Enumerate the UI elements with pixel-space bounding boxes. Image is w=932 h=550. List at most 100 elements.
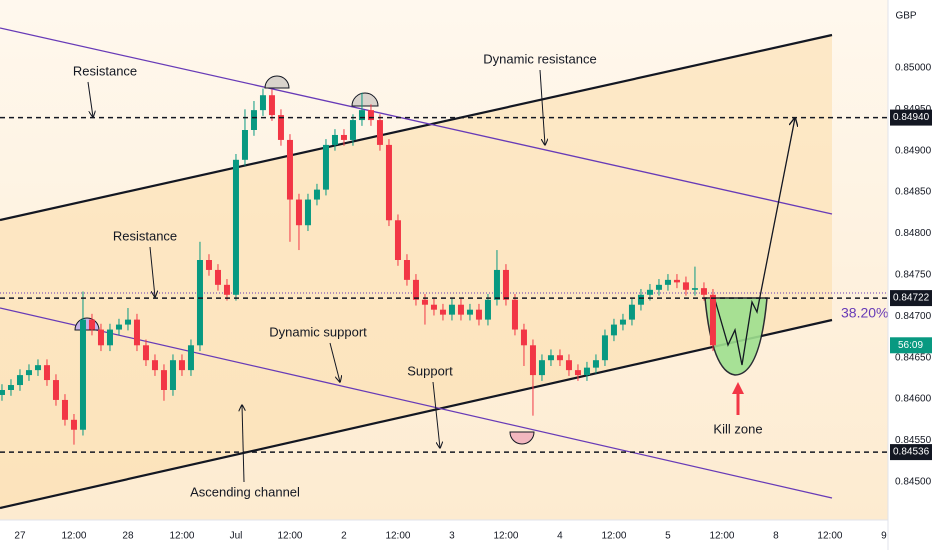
candle-body bbox=[376, 120, 383, 145]
candle-body bbox=[187, 345, 194, 371]
candle-body bbox=[547, 355, 554, 361]
candle-body bbox=[79, 319, 86, 430]
candle-body bbox=[394, 220, 401, 260]
candle-body bbox=[556, 355, 563, 361]
candle-body bbox=[646, 289, 653, 295]
y-tick-label: 0.85000 bbox=[895, 63, 932, 74]
channel-fill bbox=[0, 35, 832, 508]
level-box bbox=[890, 444, 932, 461]
candle-body bbox=[16, 375, 23, 386]
candle-body bbox=[115, 324, 122, 330]
candle-body bbox=[88, 319, 95, 330]
y-tick-label: 0.84800 bbox=[895, 228, 932, 239]
candle-body bbox=[466, 309, 473, 315]
candle-body bbox=[205, 260, 212, 270]
y-tick-label: 0.84650 bbox=[895, 352, 932, 363]
arrow bbox=[149, 246, 155, 297]
candle-body bbox=[493, 269, 500, 300]
candle-body bbox=[430, 304, 437, 310]
annotation: Dynamic support bbox=[269, 324, 367, 339]
candle-body bbox=[619, 319, 626, 325]
candle-body bbox=[349, 120, 356, 140]
y-tick-label: 0.84500 bbox=[895, 477, 932, 488]
x-tick-label: 12:00 bbox=[169, 531, 194, 542]
candle-body bbox=[61, 399, 68, 420]
y-tick-label: 0.84900 bbox=[895, 145, 932, 156]
candle-body bbox=[124, 319, 131, 325]
arrow bbox=[329, 342, 340, 382]
touch bbox=[509, 431, 535, 445]
candle-body bbox=[358, 110, 365, 121]
fib-label: 38.20% bbox=[841, 305, 888, 321]
candle-body bbox=[511, 299, 518, 330]
x-tick-label: 2 bbox=[341, 531, 347, 542]
candle-body bbox=[709, 294, 716, 346]
annotation: Ascending channel bbox=[190, 484, 300, 499]
x-tick-label: 9 bbox=[881, 531, 887, 542]
candle-body bbox=[97, 329, 104, 346]
candle-body bbox=[25, 370, 32, 376]
candle-body bbox=[106, 329, 113, 346]
candle-body bbox=[241, 130, 248, 160]
annotation: Resistance bbox=[113, 228, 177, 243]
candle-body bbox=[565, 360, 572, 371]
candle-body bbox=[43, 365, 50, 381]
y-tick-label: 0.84950 bbox=[895, 104, 932, 115]
candle-body bbox=[610, 324, 617, 336]
level-label: 0.84536 bbox=[893, 447, 930, 458]
candle-body bbox=[250, 110, 257, 130]
candle-body bbox=[448, 304, 455, 315]
annotation: Support bbox=[407, 363, 453, 378]
level-box bbox=[890, 109, 932, 126]
candle-body bbox=[52, 380, 59, 400]
touch bbox=[264, 75, 290, 89]
touch bbox=[351, 92, 379, 107]
annotation: Kill zone bbox=[713, 421, 762, 436]
candle-body bbox=[637, 294, 644, 305]
y-tick-label: 0.84550 bbox=[895, 435, 932, 446]
candle-body bbox=[592, 360, 599, 368]
candle-body bbox=[691, 288, 698, 290]
y-tick-label: 0.84850 bbox=[895, 187, 932, 198]
candle-body bbox=[484, 299, 491, 320]
candle-body bbox=[475, 309, 482, 320]
x-tick-label: 12:00 bbox=[601, 531, 626, 542]
candle-body bbox=[574, 370, 581, 376]
countdown-box bbox=[890, 337, 932, 354]
x-tick-label: 4 bbox=[557, 531, 563, 542]
annotations: Resistance Dynamic resistance Resistance… bbox=[73, 51, 889, 499]
annotation: Resistance bbox=[73, 63, 137, 78]
arrow bbox=[432, 381, 440, 448]
marks bbox=[0, 88, 888, 453]
candle-body bbox=[34, 365, 41, 371]
candle-body bbox=[628, 304, 635, 320]
candle-body bbox=[259, 95, 266, 111]
candle-body bbox=[142, 345, 149, 361]
candle-body bbox=[673, 279, 680, 283]
annotation: Dynamic resistance bbox=[483, 51, 596, 66]
x-tick-label: 3 bbox=[449, 531, 455, 542]
candle-body bbox=[0, 390, 5, 395]
arrow bbox=[539, 69, 545, 145]
countdown: 56:09 bbox=[898, 340, 923, 351]
level-label: 0.84722 bbox=[893, 293, 930, 304]
x-tick-label: Jul bbox=[230, 531, 243, 542]
currency: GBP bbox=[895, 11, 916, 22]
candle-body bbox=[502, 269, 509, 300]
x-tick-label: 5 bbox=[665, 531, 671, 542]
arrow bbox=[87, 81, 93, 117]
x-tick-label: 12:00 bbox=[277, 531, 302, 542]
plot-drawings bbox=[0, 0, 888, 520]
candle-body bbox=[295, 199, 302, 226]
candle-body bbox=[439, 309, 446, 315]
overlay: 0.84500 0.84550 0.84600 0.84650 0.84700 0.847… bbox=[14, 63, 932, 542]
candle-body bbox=[313, 189, 320, 200]
candle-body bbox=[655, 284, 662, 290]
level-label: 0.84940 bbox=[893, 112, 930, 123]
y-tick-label: 0.84700 bbox=[895, 311, 932, 322]
candle-body bbox=[160, 370, 167, 390]
candle-body bbox=[322, 144, 329, 190]
dynamic-resistance bbox=[0, 27, 833, 215]
y-tick-label: 0.84600 bbox=[895, 394, 932, 405]
